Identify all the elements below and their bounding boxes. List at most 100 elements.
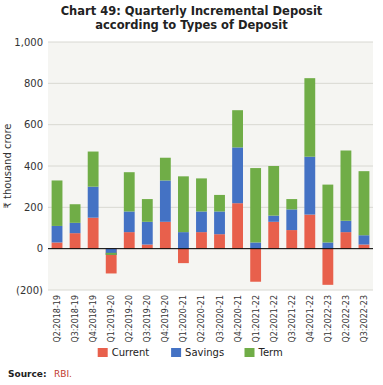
bar <box>124 172 135 211</box>
x-tick-label: Q3:2020-21 <box>216 295 225 343</box>
bar <box>196 178 207 211</box>
bar <box>52 226 63 243</box>
x-tick-label: Q3:2019-20 <box>143 295 152 343</box>
bar <box>124 211 135 232</box>
x-tick-label: Q1:2021-22 <box>252 295 261 343</box>
bar <box>160 222 171 249</box>
bar <box>88 152 99 187</box>
x-tick-label: Q1:2022-23 <box>324 295 333 343</box>
grid-line <box>48 290 373 291</box>
bar <box>88 187 99 218</box>
plot-area <box>48 42 373 290</box>
title: Chart 49: Quarterly Incremental Deposita… <box>61 4 323 32</box>
source-note: Source: <box>8 369 47 379</box>
bar <box>232 203 243 248</box>
legend-label: Current <box>112 347 150 358</box>
bar <box>250 249 261 282</box>
zero-line <box>48 248 373 249</box>
bar <box>142 222 153 245</box>
bar <box>359 171 370 235</box>
legend: Current Savings Term <box>98 347 283 358</box>
x-tick-label: Q3:2018-19 <box>71 295 80 343</box>
bar <box>214 234 225 248</box>
x-tick-label: Q1:2019-20 <box>107 295 116 343</box>
y-tick-label: 1,000 <box>14 37 43 48</box>
bar <box>214 211 225 234</box>
bar <box>304 157 315 215</box>
title-line: Chart 49: Quarterly Incremental Deposit <box>61 4 323 18</box>
bar <box>160 180 171 221</box>
bar <box>106 249 117 255</box>
bar <box>322 185 333 243</box>
bar <box>322 249 333 285</box>
bar <box>178 176 189 232</box>
bar <box>70 223 81 233</box>
legend-label: Savings <box>185 347 224 358</box>
x-tick-label: Q4:2019-20 <box>161 295 170 343</box>
bar <box>70 233 81 249</box>
bar <box>250 168 261 242</box>
grid-line <box>48 124 373 125</box>
x-tick-label: Q2:2021-22 <box>270 295 279 343</box>
bars <box>52 78 370 285</box>
bar <box>322 242 333 248</box>
bar <box>304 215 315 249</box>
bar <box>250 242 261 248</box>
bar <box>286 230 297 249</box>
bar <box>160 158 171 181</box>
x-tick-label: Q4:2020-21 <box>234 295 243 343</box>
title-line: according to Types of Deposit <box>95 18 288 32</box>
bar <box>52 242 63 248</box>
bar <box>268 222 279 249</box>
bar <box>142 245 153 249</box>
x-tick-label: Q2:2020-21 <box>197 295 206 343</box>
bar <box>359 245 370 249</box>
grid-line <box>48 42 373 43</box>
bar <box>286 199 297 209</box>
y-tick-label: (200) <box>16 285 43 296</box>
x-tick-label: Q3:2021-22 <box>288 295 297 343</box>
y-axis-label: ₹ thousand crore <box>2 123 13 208</box>
x-tick-label: Q2:2022-23 <box>342 295 351 343</box>
bar <box>232 110 243 147</box>
legend-label: Term <box>258 347 283 358</box>
legend-swatch <box>171 348 181 357</box>
chart: Chart 49: Quarterly Incremental Deposita… <box>0 0 383 385</box>
bar <box>52 180 63 225</box>
bar <box>124 232 135 249</box>
y-tick-label: 200 <box>24 202 43 213</box>
bar <box>178 232 189 249</box>
y-tick-label: 600 <box>24 119 43 130</box>
x-tick-label: Q3:2022-23 <box>360 295 369 343</box>
bar <box>359 235 370 244</box>
bar <box>88 218 99 249</box>
x-tick-label: Q4:2018-19 <box>89 295 98 343</box>
grid-line <box>48 248 373 249</box>
bar <box>341 221 352 232</box>
bar <box>142 199 153 222</box>
legend-swatch <box>98 348 108 357</box>
bar <box>268 166 279 216</box>
x-tick-label: Q2:2019-20 <box>125 295 134 343</box>
grid-line <box>48 83 373 84</box>
legend-swatch <box>245 348 255 357</box>
x-tick-label: Q1:2020-21 <box>179 295 188 343</box>
x-tick-label: Q2:2018-19 <box>53 295 62 343</box>
bar <box>268 216 279 222</box>
bar <box>341 232 352 249</box>
y-tick-label: 800 <box>24 78 43 89</box>
bar <box>304 78 315 157</box>
bar <box>178 249 189 263</box>
y-tick-label: 0 <box>37 243 43 254</box>
bar <box>70 204 81 223</box>
y-tick-label: 400 <box>24 161 43 172</box>
bar <box>106 253 117 255</box>
source-note: RBI. <box>54 369 72 379</box>
bar <box>232 147 243 203</box>
bar <box>286 209 297 230</box>
bar <box>214 195 225 212</box>
bar <box>196 232 207 249</box>
bar <box>341 151 352 221</box>
x-tick-label: Q4:2021-22 <box>306 295 315 343</box>
bar <box>196 211 207 232</box>
